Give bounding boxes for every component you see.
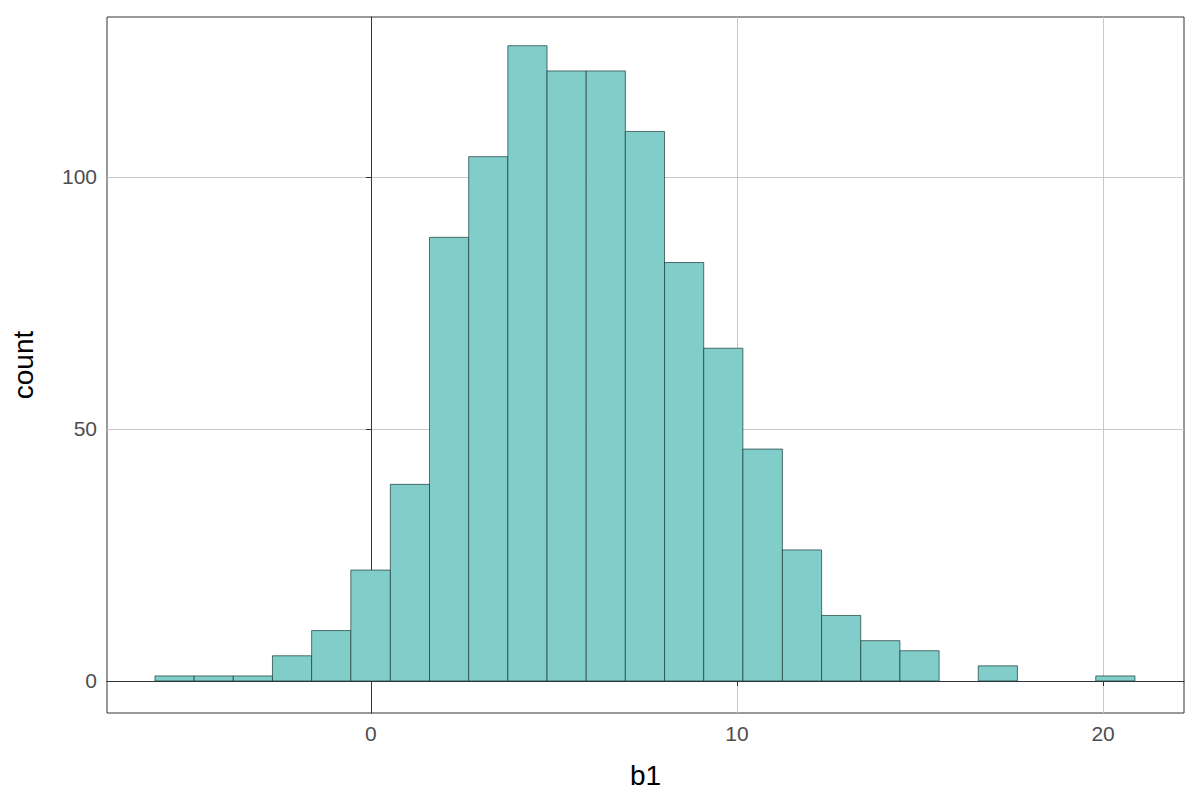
- svg-text:b1: b1: [630, 760, 661, 791]
- svg-text:100: 100: [62, 165, 97, 188]
- svg-text:10: 10: [725, 722, 748, 745]
- svg-text:20: 20: [1091, 722, 1114, 745]
- svg-text:0: 0: [365, 722, 377, 745]
- svg-text:50: 50: [74, 417, 97, 440]
- svg-text:0: 0: [85, 669, 97, 692]
- svg-text:count: count: [8, 331, 39, 400]
